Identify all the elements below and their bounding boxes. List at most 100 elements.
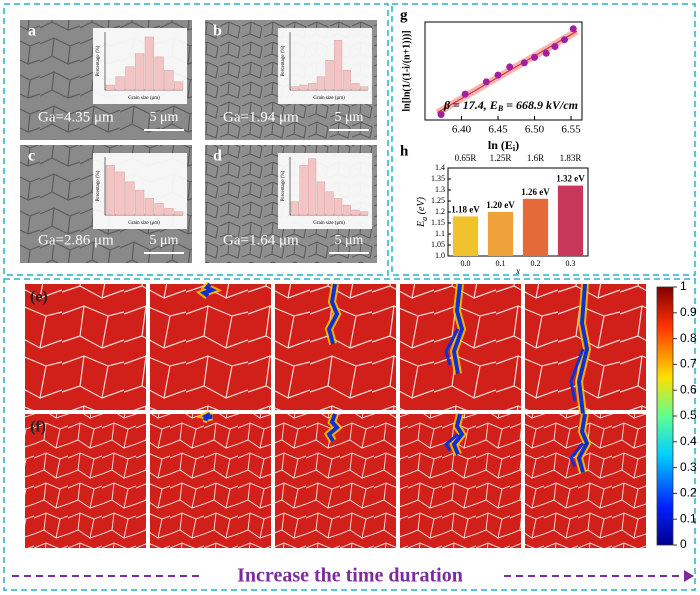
colorbar-tick-label: 0.8: [680, 331, 697, 345]
data-point: [542, 49, 550, 57]
phase-field-image: [150, 414, 271, 548]
histogram-bar: [174, 81, 184, 91]
row-label: (f): [30, 419, 46, 436]
y-tick-label: 1.05: [431, 240, 445, 249]
colorbar-tick-label: 0.3: [680, 460, 697, 474]
y-tick-label: 1.35: [431, 174, 445, 183]
x-axis-label-part: ): [515, 138, 519, 152]
crack: [451, 283, 465, 375]
x-axis-label: Grain size (μm): [128, 96, 160, 101]
y-axis-label-part: (eV): [416, 196, 427, 216]
histogram-bar: [342, 204, 351, 216]
data-point: [560, 36, 568, 44]
y-axis-label: Percentage (%): [96, 170, 101, 201]
scale-label: 5 μm: [335, 110, 364, 125]
histogram-bar: [334, 40, 343, 91]
panel-label: b: [213, 23, 222, 40]
histogram-bar: [308, 158, 317, 216]
crack: [576, 413, 590, 474]
x-axis-label: ln (Ei): [488, 138, 519, 153]
crack: [576, 283, 590, 415]
scale-label: 5 μm: [335, 233, 364, 248]
histogram-bar: [342, 69, 351, 91]
y-axis-label: Percentage (%): [281, 45, 286, 76]
colorbar-tick-label: 1: [680, 279, 687, 293]
x-tick-label: 0.1: [496, 259, 506, 268]
histogram-bar: [334, 198, 343, 216]
colorbar-tick-label: 0.6: [680, 382, 697, 396]
phase-field-image: [25, 284, 146, 410]
histogram-bar: [125, 181, 135, 216]
histogram-bar: [115, 171, 125, 216]
grain-size: Ga=4.35 μm: [38, 109, 114, 125]
data-point: [461, 90, 469, 98]
crack: [326, 283, 340, 345]
x-axis-label-part: ln (E: [488, 138, 513, 152]
y-tick-label: 1.2: [435, 207, 445, 216]
x-tick-label: 6.50: [525, 124, 545, 136]
histogram-bar: [154, 56, 164, 91]
histogram-bar: [135, 189, 145, 216]
data-point: [494, 71, 502, 79]
footer-bg: [200, 564, 500, 588]
data-point: [437, 111, 445, 119]
bar: [452, 216, 479, 256]
histogram-bar: [299, 165, 308, 216]
x-tick-label: 6.45: [488, 124, 508, 136]
inset-bg: [278, 28, 372, 104]
histogram-bar: [174, 211, 184, 216]
histogram-bar: [316, 76, 325, 91]
data-point: [551, 43, 559, 50]
x-tick-label: 0.2: [531, 259, 541, 268]
y-axis-label: Percentage (%): [281, 170, 286, 201]
y-axis-label-part: a: [420, 217, 429, 221]
x-tick-label: 6.55: [561, 124, 581, 136]
histogram-bar: [325, 191, 334, 216]
grain-size: Ga=2.86 μm: [38, 232, 114, 248]
y-tick-label: 1.4: [435, 163, 445, 172]
annotation: β = 17.4, EB = 668.9 kV/cm: [443, 98, 578, 113]
grain-size: Ga=1.94 μm: [223, 109, 299, 125]
value-label: 1.18 eV: [451, 204, 480, 214]
y-axis-label-part: E: [416, 221, 427, 228]
value-label: 1.20 eV: [486, 200, 515, 210]
crack-branch: [569, 348, 585, 402]
data-point: [531, 53, 539, 61]
bar: [522, 198, 549, 256]
crack: [201, 412, 213, 422]
scale-label: 5 μm: [150, 110, 179, 125]
histogram-bar: [360, 86, 369, 91]
histogram-bar: [154, 203, 164, 216]
bar: [487, 212, 514, 256]
colorbar: [656, 286, 674, 546]
scale-label: 5 μm: [150, 233, 179, 248]
phase-field-image: [25, 414, 146, 548]
histogram-bar: [325, 59, 334, 91]
inset-bg: [278, 153, 372, 229]
panel-label: g: [400, 7, 408, 23]
annotation-part: = 668.9 kV/cm: [503, 98, 578, 112]
y-axis-label: ln[ln(1/(1-i/(n+1)))]: [401, 30, 412, 111]
histogram-bar: [299, 84, 308, 91]
annotation-part: B: [497, 104, 504, 113]
top-tick-label: 1.83R: [560, 153, 582, 163]
phase-field-image: [150, 284, 271, 410]
histogram-bar: [105, 84, 115, 91]
crack: [451, 413, 465, 456]
histogram-bar: [105, 165, 115, 216]
histogram-bar: [316, 181, 325, 216]
crack-branch: [569, 442, 585, 468]
grain-size: Ga=1.64 μm: [223, 232, 299, 248]
top-tick-label: 1.25R: [490, 153, 512, 163]
x-axis-label: Grain size (μm): [128, 221, 160, 226]
crack: [199, 282, 218, 298]
crack: [326, 413, 340, 443]
histogram-bar: [115, 76, 125, 91]
footer: Increase the time duration: [237, 565, 463, 587]
colorbar-tick-label: 0.9: [680, 305, 697, 319]
top-tick-label: 0.65R: [455, 153, 477, 163]
top-tick-label: 1.6R: [527, 153, 544, 163]
crack-branch: [444, 328, 460, 366]
